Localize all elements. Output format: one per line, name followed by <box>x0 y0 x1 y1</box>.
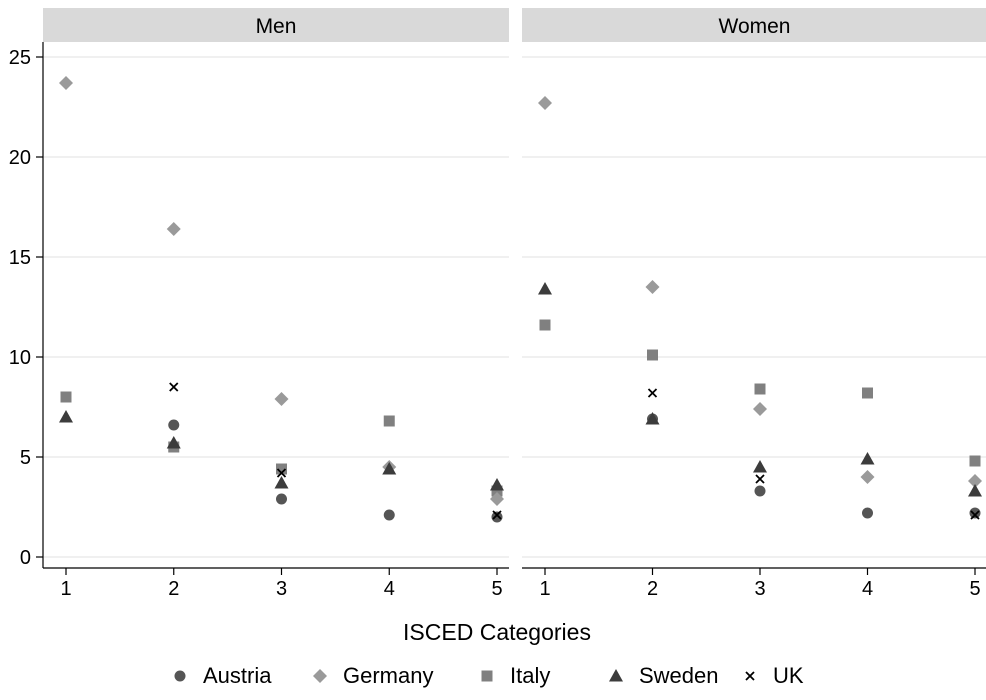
x-tick-label: 3 <box>754 578 765 600</box>
point-women-italy-1 <box>539 319 551 331</box>
point-women-germany-2 <box>645 280 660 294</box>
x-tick-label: 1 <box>60 578 71 600</box>
panel-header-men <box>43 8 509 42</box>
point-women-austria-4 <box>862 507 873 519</box>
point-men-germany-1 <box>59 76 73 90</box>
x-tick-label: 5 <box>491 578 502 600</box>
point-men-sweden-3 <box>274 476 289 489</box>
point-women-uk-2 <box>647 388 658 398</box>
point-men-italy-1 <box>60 391 72 403</box>
x-tick-label: 3 <box>276 578 287 600</box>
point-men-austria-3 <box>276 493 287 505</box>
panel-title-men: Men <box>256 15 297 38</box>
point-men-austria-2 <box>168 419 180 431</box>
y-tick-label: 20 <box>9 147 31 169</box>
legend-item-sweden: Sweden <box>609 663 719 688</box>
point-women-sweden-2 <box>645 412 660 425</box>
panels: Men 1 2 3 4 5 0 5 10 15 20 25 Women 1 2 3 4 5 <box>9 8 986 600</box>
x-tick-label: 2 <box>168 578 179 600</box>
panel-title-women: Women <box>719 15 791 38</box>
x-axis-title: ISCED Categories <box>403 619 591 645</box>
point-men-sweden-1 <box>59 410 73 423</box>
legend-item-austria: Austria <box>174 663 272 688</box>
point-men-sweden-5 <box>490 478 504 491</box>
legend-marker-austria <box>174 670 186 682</box>
point-women-austria-3 <box>754 485 766 497</box>
x-tick-label: 4 <box>384 578 395 600</box>
legend-label-sweden: Sweden <box>639 663 719 688</box>
panel-header-women <box>522 8 986 42</box>
point-women-italy-5 <box>969 455 981 467</box>
point-women-italy-4 <box>862 387 873 399</box>
point-men-italy-3 <box>276 463 287 475</box>
point-men-italy-5 <box>491 485 503 497</box>
point-men-austria-5 <box>491 511 503 523</box>
point-women-sweden-4 <box>860 452 875 465</box>
point-men-germany-5 <box>490 492 504 506</box>
point-men-germany-3 <box>274 392 289 406</box>
legend: Austria Germany Italy Sweden UK <box>174 663 804 688</box>
point-women-sweden-1 <box>538 282 552 295</box>
point-men-sweden-4 <box>382 462 397 475</box>
point-women-germany-5 <box>968 474 982 488</box>
y-tick-label: 10 <box>9 347 31 369</box>
legend-item-uk: UK <box>745 663 804 688</box>
point-men-uk-2 <box>169 382 179 392</box>
x-tick-label: 5 <box>969 578 980 600</box>
legend-label-austria: Austria <box>203 663 272 688</box>
legend-marker-germany <box>313 669 327 683</box>
point-men-uk-3 <box>276 468 287 478</box>
legend-marker-sweden <box>609 669 623 682</box>
y-tick-label: 25 <box>9 47 31 69</box>
x-tick-label: 4 <box>862 578 873 600</box>
legend-item-germany: Germany <box>313 663 433 688</box>
x-tick-label: 2 <box>647 578 658 600</box>
point-men-uk-5 <box>492 510 502 520</box>
legend-marker-italy <box>481 670 493 682</box>
point-women-sweden-3 <box>753 460 767 473</box>
legend-marker-uk <box>745 671 755 681</box>
y-tick-label: 0 <box>20 547 31 569</box>
point-men-austria-4 <box>383 509 395 521</box>
point-women-uk-5 <box>970 510 980 520</box>
point-women-uk-3 <box>755 474 765 484</box>
point-women-italy-3 <box>754 383 766 395</box>
point-women-germany-1 <box>538 96 552 110</box>
y-tick-label: 5 <box>20 447 31 469</box>
legend-label-uk: UK <box>773 663 804 688</box>
legend-label-italy: Italy <box>510 663 550 688</box>
point-men-italy-4 <box>383 415 395 427</box>
panel-men: Men 1 2 3 4 5 0 5 10 15 20 25 <box>9 8 509 600</box>
point-men-germany-2 <box>166 222 181 236</box>
point-men-sweden-2 <box>166 436 181 449</box>
point-women-germany-3 <box>753 402 767 416</box>
panel-women: Women 1 2 3 4 5 <box>522 8 986 600</box>
point-women-italy-2 <box>647 349 658 361</box>
y-tick-label: 15 <box>9 247 31 269</box>
point-women-austria-5 <box>969 507 981 519</box>
legend-label-germany: Germany <box>343 663 433 688</box>
x-tick-label: 1 <box>539 578 550 600</box>
legend-item-italy: Italy <box>481 663 550 688</box>
point-women-sweden-5 <box>968 484 982 497</box>
point-women-germany-4 <box>860 470 875 484</box>
